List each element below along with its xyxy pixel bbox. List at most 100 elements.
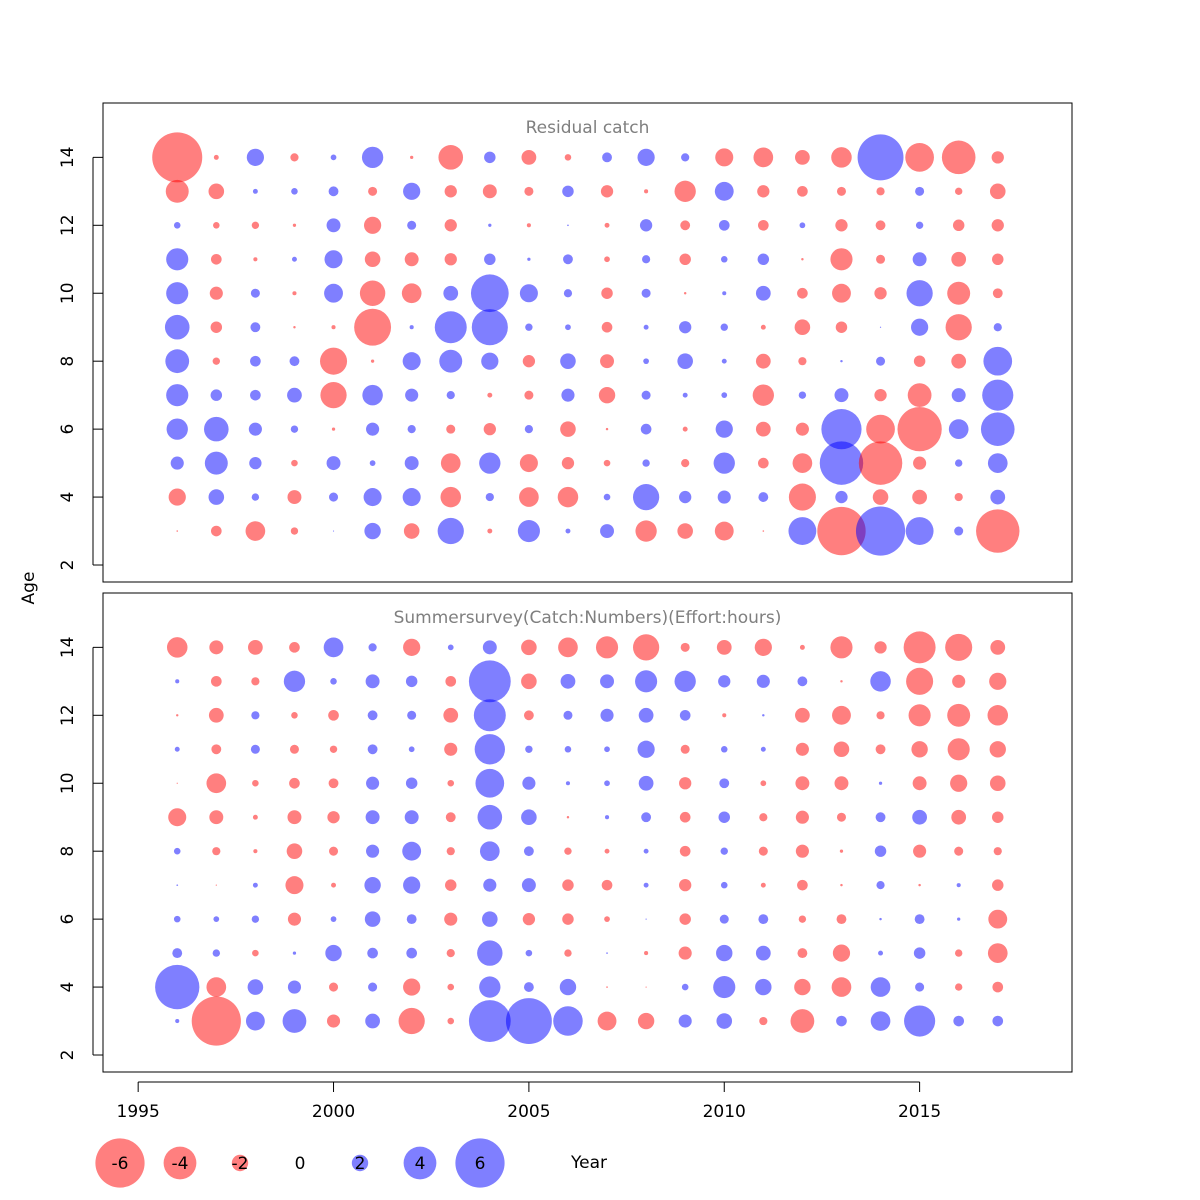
bubble [912, 252, 927, 267]
bubble [601, 287, 613, 299]
bubble [992, 981, 1004, 993]
bubble [477, 804, 503, 830]
bubble [956, 883, 961, 888]
bubble [718, 675, 731, 688]
bubble [817, 506, 866, 556]
bubble [794, 978, 811, 996]
bubble [191, 996, 241, 1046]
bubble [644, 951, 649, 956]
bubble [245, 521, 266, 541]
bubble [915, 186, 925, 196]
bubble [957, 917, 961, 921]
bubble [559, 978, 577, 996]
bubble [645, 918, 647, 920]
bubble [645, 986, 647, 988]
bubble [287, 980, 302, 994]
bubble [713, 452, 735, 474]
bubble [364, 911, 381, 927]
bubble [795, 844, 809, 858]
bubble [642, 255, 651, 264]
bubble [212, 847, 221, 856]
bubble [446, 391, 455, 400]
bubble [206, 977, 227, 997]
bubble [445, 675, 457, 687]
bubble [406, 947, 418, 959]
bubble [679, 253, 691, 266]
bubble [948, 419, 969, 439]
bubble [165, 349, 190, 374]
bubble [679, 913, 691, 925]
bubble [954, 526, 964, 536]
legend-bubble [95, 1138, 145, 1188]
legend-bubble [163, 1146, 197, 1180]
bubble [402, 352, 421, 371]
bubble [210, 389, 223, 401]
panel-frame [102, 102, 1073, 583]
bubble [328, 778, 339, 789]
bubble [557, 486, 579, 508]
bubble [758, 846, 768, 856]
bubble [468, 660, 511, 703]
bubble [760, 882, 766, 888]
bubble [680, 220, 691, 231]
bubble [485, 492, 494, 502]
bubble [488, 223, 492, 227]
bubble [526, 223, 531, 228]
bubble [170, 456, 184, 470]
bubble [679, 879, 692, 892]
bubble [760, 324, 766, 330]
bubble [835, 490, 848, 504]
bubble [992, 879, 1004, 891]
legend-label: -6 [112, 1154, 129, 1174]
bubble [283, 670, 306, 692]
y-tick-label: 2 [58, 560, 78, 571]
bubble [679, 811, 691, 823]
bubble [176, 782, 178, 784]
y-tick-label: 12 [58, 704, 78, 726]
bubble [912, 809, 927, 825]
y-tick-label: 2 [58, 1050, 78, 1061]
bubble [331, 427, 336, 431]
bubble [176, 714, 179, 717]
bubble [679, 777, 692, 790]
bubble [176, 530, 179, 532]
bubble [250, 288, 260, 298]
y-axis: 2 4 6 8 10 12 14 [58, 637, 103, 1061]
bubble [638, 707, 654, 723]
bubble [604, 815, 610, 820]
bubble [484, 253, 496, 266]
bubble [677, 523, 693, 539]
bubble [320, 382, 347, 409]
bubble [635, 520, 657, 542]
bubble [755, 353, 771, 369]
bubble [438, 145, 464, 170]
y-tick-label: 4 [58, 982, 78, 993]
bubble [204, 451, 228, 475]
bubble [519, 284, 538, 303]
bubble [721, 358, 727, 364]
bubble [446, 424, 456, 434]
bubble [797, 287, 808, 299]
bubble [644, 189, 649, 194]
bubble [679, 321, 692, 334]
bubble [878, 781, 883, 785]
bubble [683, 292, 687, 295]
bubble [762, 714, 765, 717]
bubble [366, 422, 380, 436]
x-tick-label: 2000 [312, 1102, 355, 1122]
bubble [560, 673, 576, 689]
bubble [795, 742, 809, 756]
bubble [252, 779, 259, 787]
bubble [329, 846, 339, 856]
bubble [329, 745, 338, 753]
bubble [830, 248, 853, 271]
bubble [643, 882, 649, 888]
bubble [681, 153, 690, 162]
y-axis-label: Age [19, 572, 39, 605]
bubble [788, 517, 817, 545]
bubble [250, 744, 260, 754]
bubble [600, 354, 615, 369]
bubble [632, 483, 660, 511]
bubble [212, 949, 221, 957]
bubble [252, 949, 259, 957]
